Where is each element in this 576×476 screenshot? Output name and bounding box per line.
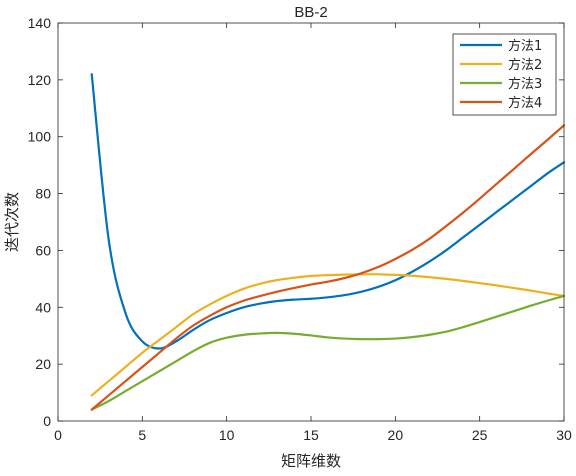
y-tick-label: 120 <box>28 72 52 88</box>
x-tick-label: 20 <box>388 427 404 443</box>
series-line-1 <box>90 73 566 350</box>
x-tick-label: 5 <box>138 427 146 443</box>
series-line-2 <box>90 273 566 397</box>
legend-label-3: 方法3 <box>508 76 542 92</box>
legend: 方法1 方法2 方法3 方法4 <box>452 33 557 116</box>
y-tick-label: 40 <box>35 299 51 315</box>
x-tick-label: 25 <box>472 427 488 443</box>
y-tick-label: 20 <box>35 356 51 372</box>
y-tick-label: 100 <box>28 129 52 145</box>
legend-label-1: 方法1 <box>508 38 542 54</box>
x-tick-label: 30 <box>556 427 572 443</box>
y-tick-label: 80 <box>35 186 51 202</box>
x-tick-label: 0 <box>54 427 62 443</box>
series-line-3 <box>90 294 566 411</box>
x-axis-title: 矩阵维数 <box>281 452 341 470</box>
ticks-layer: 0 5 10 15 20 25 30 0 20 40 60 80 100 120 140 <box>28 15 572 443</box>
x-tick-label: 15 <box>303 427 319 443</box>
y-tick-label: 140 <box>28 15 52 31</box>
series-line-4 <box>90 124 566 411</box>
legend-label-2: 方法2 <box>508 57 542 73</box>
chart-title: BB-2 <box>294 4 327 21</box>
legend-label-4: 方法4 <box>508 95 542 111</box>
y-tick-label: 0 <box>43 413 51 429</box>
y-tick-label: 60 <box>35 242 51 258</box>
y-axis-title: 迭代次数 <box>3 192 21 252</box>
x-tick-label: 10 <box>219 427 235 443</box>
series-layer <box>90 73 566 411</box>
